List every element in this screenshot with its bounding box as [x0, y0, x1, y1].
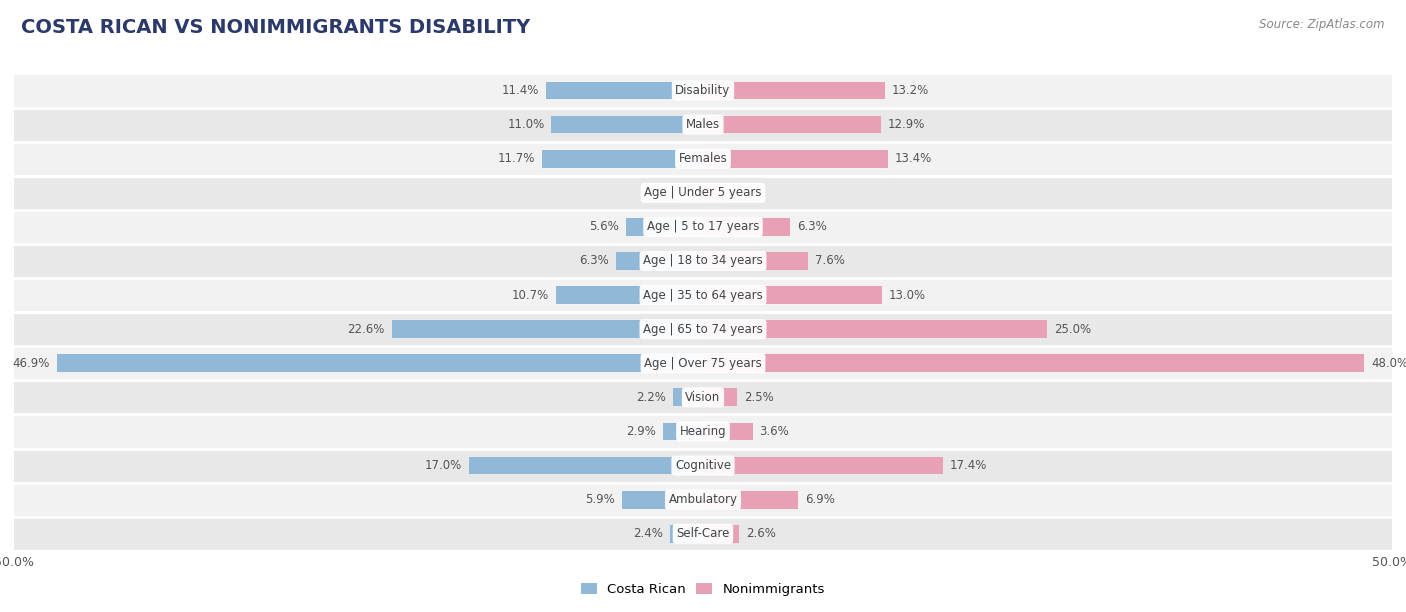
Bar [616, 252, 703, 270]
Text: 13.0%: 13.0% [889, 289, 927, 302]
Bar [14, 278, 1392, 312]
Bar [14, 414, 1392, 449]
Text: Ambulatory: Ambulatory [668, 493, 738, 506]
Bar [555, 286, 703, 304]
Bar [541, 150, 703, 168]
Text: Cognitive: Cognitive [675, 459, 731, 472]
Text: 2.6%: 2.6% [745, 528, 776, 540]
Legend: Costa Rican, Nonimmigrants: Costa Rican, Nonimmigrants [575, 578, 831, 602]
Bar [14, 176, 1392, 210]
Text: Hearing: Hearing [679, 425, 727, 438]
Bar [703, 457, 943, 474]
Text: 10.7%: 10.7% [512, 289, 548, 302]
Text: 2.9%: 2.9% [626, 425, 657, 438]
Text: 22.6%: 22.6% [347, 323, 385, 335]
Text: 3.6%: 3.6% [759, 425, 789, 438]
Text: 12.9%: 12.9% [887, 118, 925, 131]
Text: Disability: Disability [675, 84, 731, 97]
Bar [626, 218, 703, 236]
Text: 25.0%: 25.0% [1054, 323, 1091, 335]
Bar [703, 389, 738, 406]
Bar [546, 81, 703, 99]
Bar [703, 525, 738, 543]
Bar [14, 346, 1392, 380]
Text: 17.0%: 17.0% [425, 459, 461, 472]
Bar [703, 116, 880, 133]
Text: COSTA RICAN VS NONIMMIGRANTS DISABILITY: COSTA RICAN VS NONIMMIGRANTS DISABILITY [21, 18, 530, 37]
Bar [14, 517, 1392, 551]
Text: 11.4%: 11.4% [502, 84, 538, 97]
Text: 2.5%: 2.5% [744, 391, 775, 404]
Text: Age | 5 to 17 years: Age | 5 to 17 years [647, 220, 759, 233]
Bar [703, 252, 807, 270]
Bar [703, 218, 790, 236]
Text: 6.3%: 6.3% [797, 220, 827, 233]
Bar [14, 210, 1392, 244]
Bar [14, 73, 1392, 108]
Bar [14, 380, 1392, 414]
Text: Age | 35 to 64 years: Age | 35 to 64 years [643, 289, 763, 302]
Bar [703, 184, 725, 201]
Bar [703, 286, 882, 304]
Bar [703, 354, 1364, 372]
Bar [672, 389, 703, 406]
Text: Age | Over 75 years: Age | Over 75 years [644, 357, 762, 370]
Text: Females: Females [679, 152, 727, 165]
Bar [14, 108, 1392, 141]
Bar [703, 81, 884, 99]
Text: 13.4%: 13.4% [894, 152, 932, 165]
Bar [551, 116, 703, 133]
Bar [392, 320, 703, 338]
Bar [14, 483, 1392, 517]
Text: 11.7%: 11.7% [498, 152, 534, 165]
Bar [703, 150, 887, 168]
Text: Age | Under 5 years: Age | Under 5 years [644, 186, 762, 200]
Text: 6.9%: 6.9% [806, 493, 835, 506]
Bar [14, 449, 1392, 483]
Text: Males: Males [686, 118, 720, 131]
Text: 7.6%: 7.6% [814, 255, 845, 267]
Text: 6.3%: 6.3% [579, 255, 609, 267]
Bar [621, 491, 703, 509]
Text: Self-Care: Self-Care [676, 528, 730, 540]
Text: Vision: Vision [685, 391, 721, 404]
Text: 48.0%: 48.0% [1371, 357, 1406, 370]
Text: 11.0%: 11.0% [508, 118, 544, 131]
Bar [683, 184, 703, 201]
Text: 46.9%: 46.9% [13, 357, 49, 370]
Text: 5.9%: 5.9% [585, 493, 614, 506]
Bar [703, 320, 1047, 338]
Bar [14, 244, 1392, 278]
Text: 17.4%: 17.4% [949, 459, 987, 472]
Bar [703, 423, 752, 440]
Text: 1.4%: 1.4% [647, 186, 676, 200]
Text: 13.2%: 13.2% [891, 84, 929, 97]
Text: 5.6%: 5.6% [589, 220, 619, 233]
Text: Age | 18 to 34 years: Age | 18 to 34 years [643, 255, 763, 267]
Bar [14, 312, 1392, 346]
Text: 2.2%: 2.2% [636, 391, 666, 404]
Bar [14, 141, 1392, 176]
Text: 2.4%: 2.4% [633, 528, 664, 540]
Bar [468, 457, 703, 474]
Text: 1.6%: 1.6% [733, 186, 762, 200]
Bar [56, 354, 703, 372]
Bar [669, 525, 703, 543]
Bar [703, 491, 799, 509]
Text: Age | 65 to 74 years: Age | 65 to 74 years [643, 323, 763, 335]
Bar [664, 423, 703, 440]
Text: Source: ZipAtlas.com: Source: ZipAtlas.com [1260, 18, 1385, 31]
